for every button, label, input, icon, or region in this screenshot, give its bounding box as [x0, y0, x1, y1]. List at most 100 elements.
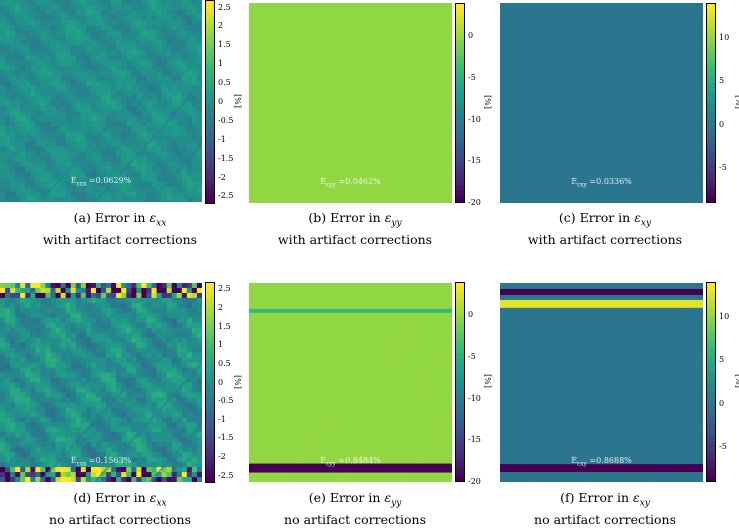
heatmap-cell: [0, 337, 6, 344]
heatmap-cell: [10, 302, 16, 309]
colorbar-step: [206, 330, 214, 336]
heatmap-cell: [40, 40, 46, 46]
heatmap-cell: [90, 5, 97, 11]
heatmap-cell: [60, 0, 67, 6]
heatmap-cell: [186, 342, 193, 349]
heatmap-cell: [85, 422, 92, 428]
heatmap-cell: [171, 402, 178, 408]
heatmap-cell: [80, 382, 87, 388]
heatmap-cell: [80, 45, 87, 51]
heatmap-cell: [116, 412, 122, 418]
heatmap-cell: [15, 392, 21, 398]
heatmap-cell: [166, 15, 173, 21]
heatmap-cell: [101, 382, 107, 388]
colorbar-step: [206, 114, 214, 119]
heatmap-cell: [15, 327, 21, 334]
heatmap-cell: [40, 407, 46, 413]
heatmap-cell: [111, 317, 117, 324]
heatmap-cell: [131, 297, 137, 304]
heatmap-cell: [40, 191, 46, 198]
colorbar-step: [206, 374, 214, 380]
heatmap-cell: [10, 60, 16, 67]
colorbar-step: [707, 366, 715, 371]
heatmap-cell: [156, 387, 162, 393]
heatmap-cell: [60, 111, 67, 117]
heatmap-cell: [30, 372, 36, 378]
heatmap-cell: [131, 186, 137, 193]
colorbar-step: [206, 106, 214, 111]
colorbar-gradient: [206, 1, 214, 203]
heatmap-cell: [186, 382, 193, 388]
heatmap-cell: [65, 392, 72, 398]
heatmap-cell: [161, 50, 168, 56]
heatmap-cell: [80, 196, 87, 202]
heatmap-cell: [161, 307, 168, 314]
heatmap-cell: [20, 417, 26, 423]
heatmap-cell: [156, 402, 162, 408]
heatmap-cell: [166, 432, 173, 438]
colorbar-step: [456, 59, 464, 64]
colorbar-step: [707, 138, 715, 144]
heatmap-cell: [90, 377, 97, 383]
caption-line1: (b) Error in εyy: [235, 210, 475, 232]
heatmap-cell: [40, 447, 46, 453]
heatmap-cell: [196, 176, 202, 183]
heatmap-cell: [186, 317, 193, 324]
heatmap-cell: [131, 0, 137, 6]
heatmap-cell: [35, 322, 41, 329]
heatmap-cell: [181, 382, 188, 388]
heatmap-cell: [116, 317, 122, 324]
heatmap-cell: [196, 382, 202, 388]
heatmap-cell: [30, 422, 36, 428]
heatmap-cell: [186, 327, 193, 334]
heatmap-cell: [75, 377, 82, 383]
heatmap-cell: [181, 392, 188, 398]
heatmap-cell: [191, 75, 198, 82]
heatmap-cell: [60, 412, 67, 418]
colorbar-step: [206, 162, 214, 168]
heatmap-cell: [70, 30, 77, 36]
heatmap-cell: [146, 462, 152, 468]
heatmap-cell: [196, 297, 202, 304]
heatmap-cell: [50, 322, 56, 329]
heatmap-cell: [95, 131, 102, 137]
heatmap-cell: [186, 452, 193, 458]
heatmap-cell: [95, 377, 102, 383]
colorbar-step: [206, 138, 214, 144]
heatmap-cell: [106, 377, 112, 383]
heatmap-cell: [151, 50, 157, 56]
heatmap-cell: [95, 297, 102, 304]
colorbar-tick-label: 0.5: [218, 358, 231, 368]
heatmap-cell: [15, 95, 21, 102]
colorbar-step: [206, 154, 214, 160]
heatmap-cell: [35, 116, 41, 122]
colorbar-tick-label: 10: [719, 311, 730, 321]
heatmap-cell: [156, 5, 162, 11]
heatmap-cell: [181, 151, 188, 157]
heatmap-cell: [20, 181, 26, 188]
heatmap-cell: [65, 287, 72, 294]
heatmap-cell: [30, 283, 36, 289]
heatmap-cell: [0, 141, 6, 147]
heatmap-cell: [5, 387, 11, 393]
heatmap-cell: [156, 156, 162, 162]
heatmap-cell: [30, 65, 36, 72]
heatmap-cell: [90, 25, 97, 31]
heatmap-cell: [116, 191, 122, 198]
heatmap-cell: [146, 50, 152, 56]
heatmap-cell: [181, 186, 188, 193]
heatmap-cell: [156, 472, 162, 478]
heatmap-cell: [126, 20, 132, 26]
heatmap-cell: [116, 151, 122, 157]
heatmap-cell: [106, 50, 112, 56]
heatmap-cell: [60, 347, 67, 354]
heatmap-cell: [186, 302, 193, 309]
heatmap-cell: [131, 75, 137, 82]
colorbar-tick-label: -5: [719, 163, 727, 173]
heatmap-cell: [186, 101, 193, 107]
heatmap-cell: [45, 402, 51, 408]
heatmap-cell: [191, 472, 198, 478]
heatmap-cell: [0, 191, 6, 198]
heatmap-cell: [106, 95, 112, 102]
heatmap-cell: [35, 407, 41, 413]
